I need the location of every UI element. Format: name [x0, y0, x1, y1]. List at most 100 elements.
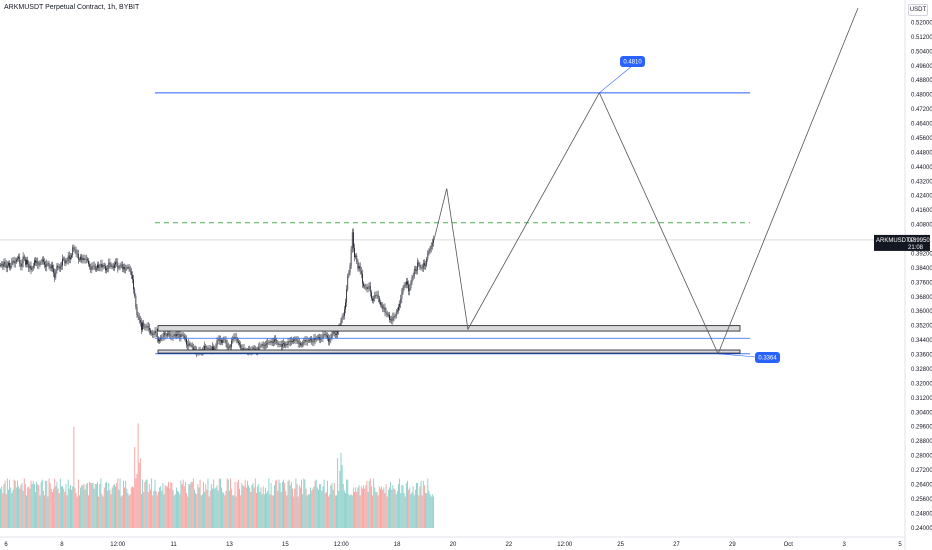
candle-body [384, 307, 386, 313]
volume-bar [366, 480, 368, 528]
candle-body [80, 256, 81, 260]
volume-bar [163, 494, 165, 528]
volume-bar [218, 478, 220, 528]
candle-body [301, 344, 302, 346]
volume-bar [55, 486, 57, 528]
volume-bar [48, 478, 50, 528]
volume-bar [196, 494, 198, 528]
volume-bar [201, 494, 203, 528]
volume-bar [121, 495, 123, 528]
candle-body [227, 346, 229, 349]
candle-body [328, 337, 329, 342]
time-tick-label: 11 [171, 542, 178, 548]
candle-body [366, 287, 368, 290]
volume-bar [332, 489, 334, 528]
price-tick-label: 0.49600 [911, 64, 932, 70]
volume-bar [347, 479, 349, 528]
volume-bar [188, 484, 190, 528]
candle-body [310, 339, 311, 340]
candle-body [425, 265, 426, 266]
volume-bar [155, 490, 157, 528]
candle-body [402, 287, 404, 293]
candle-body [29, 265, 31, 269]
volume-bar [103, 487, 105, 528]
candle-body [334, 333, 336, 336]
candle-body [252, 347, 254, 351]
candle-body [307, 340, 309, 342]
candle-body [279, 344, 281, 345]
candle-body [398, 306, 399, 311]
candle-body [306, 340, 308, 342]
candle-body [154, 330, 156, 334]
volume-bar [389, 487, 390, 528]
time-axis[interactable]: 6 8 12:00 11 13 15 12:00 18 20 22 12:00 25 27 29 Oct 3 5 [0, 536, 905, 548]
volume-bar [219, 478, 221, 528]
volume-bar [364, 488, 366, 528]
candle-body [63, 258, 65, 260]
volume-bar [230, 478, 231, 528]
volume-bar [106, 481, 107, 528]
candle-body [90, 266, 92, 270]
price-axis[interactable]: 0.52000 0.51200 0.50400 0.49600 0.48800 0.480… [904, 0, 932, 550]
volume-bar [207, 478, 209, 528]
volume-bar [239, 488, 240, 528]
volume-bar [82, 485, 84, 528]
volume-bar [319, 484, 321, 528]
projection-path [433, 7, 859, 355]
candle-body [333, 331, 335, 334]
candle-body [9, 262, 10, 268]
target-callout-pointer [599, 65, 633, 94]
candle-body [342, 315, 344, 317]
candle-body [258, 347, 260, 351]
volume-bar [262, 486, 264, 528]
volume-bar [204, 492, 206, 528]
candle-body [76, 253, 78, 255]
volume-bar [402, 485, 404, 528]
currency-unit-label[interactable]: USDT [908, 4, 928, 16]
volume-bar [323, 479, 325, 528]
price-tick-label: 0.26400 [911, 482, 932, 488]
candle-body [92, 265, 94, 267]
volume-bar [128, 495, 130, 528]
candle-body [61, 265, 62, 267]
candle-body [276, 340, 278, 343]
volume-bar [430, 496, 432, 528]
volume-bar [36, 481, 38, 528]
price-tick-label: 0.45600 [911, 136, 932, 142]
candle-body [419, 264, 421, 268]
volume-bar [426, 493, 428, 528]
volume-bar [98, 496, 100, 528]
volume-bar [206, 489, 208, 528]
candle-body [347, 275, 349, 290]
volume-bar [260, 487, 262, 528]
volume-bar [147, 492, 149, 528]
volume-bar [172, 489, 174, 528]
volume-bar [270, 483, 272, 528]
volume-bar [192, 478, 194, 528]
candle-body [336, 333, 337, 336]
price-tick-label: 0.30400 [911, 410, 932, 416]
volume-bar [150, 489, 151, 528]
candle-body [15, 259, 17, 262]
candle-body [170, 335, 172, 336]
candle-body [130, 271, 132, 276]
volume-bar [157, 492, 159, 528]
volume-bar [324, 493, 326, 528]
candle-body [47, 263, 49, 264]
volume-bar [6, 478, 8, 528]
volume-bar [330, 485, 332, 528]
volume-bar [325, 492, 327, 528]
candle-body [380, 302, 381, 305]
candle-body [57, 265, 59, 268]
candle-body [144, 326, 146, 328]
candle-body [128, 266, 130, 269]
volume-bar [115, 486, 116, 528]
price-callouts: 0.4810 0.3364 [599, 56, 780, 363]
candle-body [364, 286, 366, 287]
candle-body [261, 344, 263, 346]
candle-body [8, 262, 9, 266]
volume-bar [142, 479, 144, 528]
volume-bar [42, 490, 44, 528]
volume-bar [95, 484, 97, 528]
